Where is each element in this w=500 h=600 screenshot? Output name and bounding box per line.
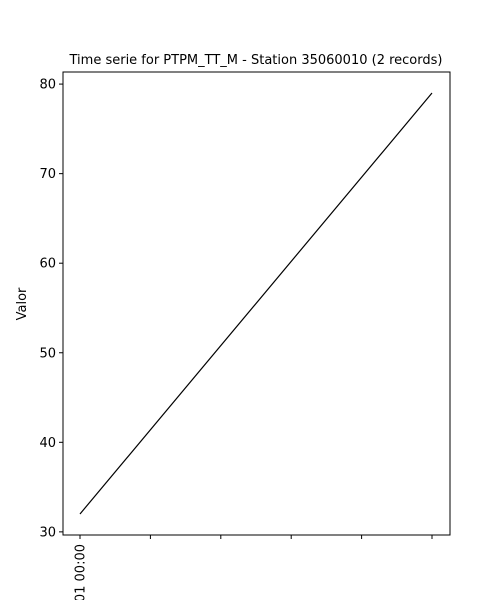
y-tick-label: 40 (39, 436, 56, 451)
chart-title: Time serie for PTPM_TT_M - Station 35060… (69, 53, 443, 68)
y-tick-label: 80 (39, 78, 56, 93)
plot-frame (62, 71, 451, 536)
y-tick-label: 30 (39, 525, 56, 540)
y-tick-label: 60 (39, 257, 56, 272)
x-tick-label: 01 00:00 (74, 544, 89, 600)
series-layer (79, 92, 433, 515)
y-axis-label: Valor (15, 287, 30, 320)
series-line (79, 92, 433, 515)
y-axis: 30 40 50 60 70 80 (39, 78, 63, 540)
y-tick-label: 70 (39, 167, 56, 182)
x-axis: 01 00:00 (74, 535, 433, 600)
y-tick-label: 50 (39, 346, 56, 361)
